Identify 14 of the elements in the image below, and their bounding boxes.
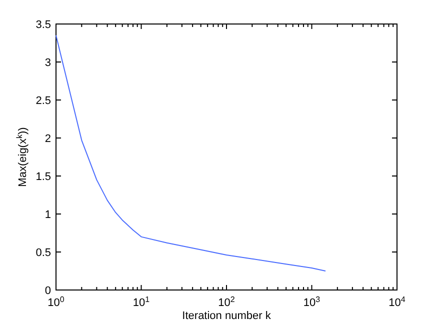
- y-tick-label: 0: [44, 284, 51, 297]
- y-tick-label: 1.5: [36, 170, 51, 183]
- x-tick-label: 10$^{1}$: [132, 294, 150, 309]
- y-tick-label: 1: [44, 208, 51, 221]
- y-tick-label: 3.5: [36, 18, 51, 31]
- y-tick-label: 0.5: [36, 246, 51, 259]
- x-tick-label: 10$^{3}$: [303, 294, 321, 309]
- y-tick-label: 2.5: [36, 94, 51, 107]
- x-tick-label: 10$^{0}$: [48, 294, 65, 309]
- y-tick-label: 2: [44, 132, 51, 145]
- x-axis-title: Iteration number k: [182, 310, 272, 322]
- x-tick-label: 10$^{2}$: [218, 294, 236, 309]
- x-tick-label: 10$^{4}$: [388, 294, 406, 309]
- y-tick-label: 3: [44, 56, 51, 69]
